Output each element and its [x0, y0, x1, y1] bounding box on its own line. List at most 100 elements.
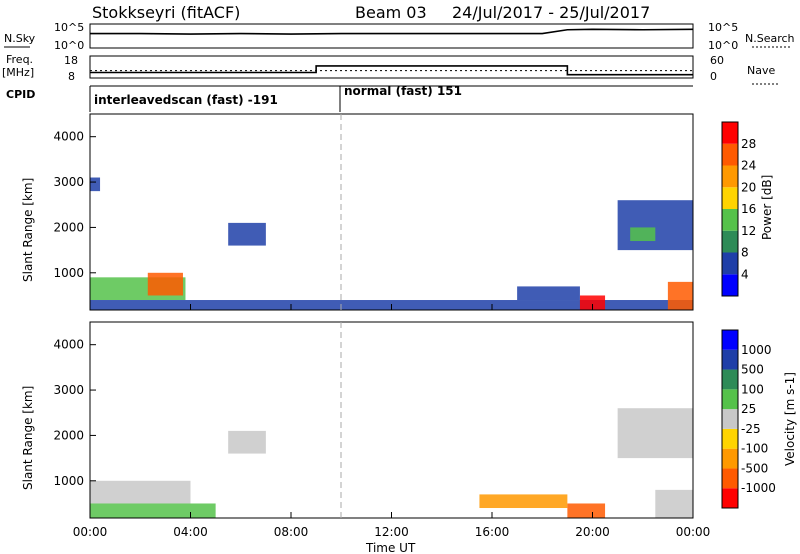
nsky-label: N.Sky [4, 32, 36, 45]
velocity-patch [479, 494, 568, 509]
power-patch [147, 272, 183, 296]
y-tick-label: 3000 [53, 175, 84, 189]
velocity-ylabel: Slant Range [km] [21, 386, 35, 490]
x-tick-label: 04:00 [173, 525, 208, 539]
y-tick-label: 2000 [53, 428, 84, 442]
x-tick-label: 00:00 [676, 525, 711, 539]
colorbar-tick-label: 1000 [741, 343, 772, 357]
cpid-label: CPID [6, 88, 35, 101]
power-patch [579, 295, 606, 310]
velocity-yticks: 4000 3000 2000 1000 [53, 338, 96, 488]
velocity-patch [90, 503, 216, 518]
colorbar-swatch [722, 369, 738, 390]
power-heatmap [90, 177, 693, 310]
power-yticks: 4000 3000 2000 1000 [53, 130, 96, 280]
x-tick-label: 20:00 [575, 525, 610, 539]
colorbar-tick-label: -500 [741, 461, 768, 475]
colorbar-tick-label: 28 [741, 137, 756, 151]
y-tick-label: 1000 [53, 266, 84, 280]
power-colorbar: 28 24 20 16 12 8 4 [721, 121, 756, 297]
velocity-patch [90, 480, 191, 504]
power-colorbar-label: Power [dB] [760, 175, 774, 240]
freq-tick-top: 18 [64, 54, 78, 67]
cpid-segment-2: normal (fast) 151 [344, 84, 462, 98]
colorbar-swatch [722, 428, 738, 449]
colorbar-frame [721, 329, 739, 509]
freq-line [90, 65, 693, 76]
velocity-patch [617, 408, 693, 459]
colorbar-swatch [722, 409, 738, 429]
colorbar-tick-label: -1000 [741, 481, 776, 495]
velocity-colorbar: 1000 500 100 25 -25 -100 -500 -1000 [721, 329, 776, 509]
colorbar-swatch [722, 488, 738, 508]
power-patch [517, 286, 580, 301]
colorbar-swatch [722, 165, 738, 188]
x-tick-label: 12:00 [374, 525, 409, 539]
power-patch [617, 200, 693, 251]
nave-tick-bottom: 0 [710, 70, 717, 83]
colorbar-tick-label: 12 [741, 224, 756, 238]
freq-unit: [MHz] [2, 66, 34, 79]
nave-tick-top: 60 [710, 54, 724, 67]
colorbar-swatch [722, 448, 738, 469]
x-tick-label: 00:00 [73, 525, 108, 539]
nsearch-label: N.Search [745, 32, 795, 45]
cpid-segment-1: interleavedscan (fast) -191 [94, 93, 278, 107]
nsky-line [90, 28, 694, 35]
colorbar-swatch [722, 230, 738, 253]
colorbar-swatch [722, 143, 738, 166]
nsky-panel [89, 23, 694, 49]
velocity-patch [567, 503, 606, 518]
y-tick-label: 4000 [53, 338, 84, 352]
colorbar-tick-label: 100 [741, 382, 764, 396]
freq-panel [89, 55, 694, 79]
nsky-tick-top: 10^5 [54, 21, 84, 34]
velocity-patch [655, 489, 693, 518]
colorbar-tick-label: 500 [741, 363, 764, 377]
power-patch [90, 177, 101, 192]
x-tick-label: 16:00 [475, 525, 510, 539]
power-patch [228, 222, 266, 246]
x-tick-label: 08:00 [274, 525, 309, 539]
y-tick-label: 4000 [53, 130, 84, 144]
colorbar-tick-label: 4 [741, 267, 749, 281]
colorbar-swatch [722, 389, 738, 410]
y-tick-label: 1000 [53, 474, 84, 488]
colorbar-swatch [722, 274, 738, 296]
colorbar-tick-label: -100 [741, 442, 768, 456]
freq-label: Freq. [6, 53, 33, 66]
date-range: 24/Jul/2017 - 25/Jul/2017 [452, 3, 650, 22]
velocity-heatmap [90, 408, 693, 518]
colorbar-tick-label: 16 [741, 202, 756, 216]
colorbar-swatch [722, 252, 738, 275]
colorbar-swatch [722, 330, 738, 350]
beam-label: Beam 03 [355, 3, 427, 22]
freq-tick-bottom: 8 [68, 70, 75, 83]
velocity-colorbar-label: Velocity [m s-1] [783, 372, 797, 466]
colorbar-tick-label: 25 [741, 402, 756, 416]
nsearch-tick-bottom: 10^0 [708, 39, 738, 52]
nave-label: Nave [747, 64, 775, 77]
x-ticks: 00:00 04:00 08:00 12:00 16:00 20:00 00:00 [73, 304, 711, 539]
velocity-patch [228, 430, 266, 454]
colorbar-swatch [722, 468, 738, 489]
power-ylabel: Slant Range [km] [21, 178, 35, 282]
colorbar-tick-label: -25 [741, 422, 761, 436]
nsky-tick-bottom: 10^0 [54, 39, 84, 52]
radar-title: Stokkseyri (fitACF) [92, 3, 240, 22]
colorbar-tick-label: 24 [741, 159, 756, 173]
x-axis-label: Time UT [365, 541, 416, 554]
y-tick-label: 3000 [53, 383, 84, 397]
y-tick-label: 2000 [53, 220, 84, 234]
power-patch [630, 227, 656, 242]
nsearch-tick-top: 10^5 [708, 21, 738, 34]
colorbar-swatch [722, 209, 738, 231]
colorbar-tick-label: 8 [741, 246, 749, 260]
colorbar-swatch [722, 349, 738, 370]
colorbar-tick-label: 20 [741, 180, 756, 194]
colorbar-swatch [722, 187, 738, 209]
power-patch [667, 281, 693, 310]
colorbar-frame [721, 121, 739, 297]
colorbar-swatch [722, 122, 738, 144]
